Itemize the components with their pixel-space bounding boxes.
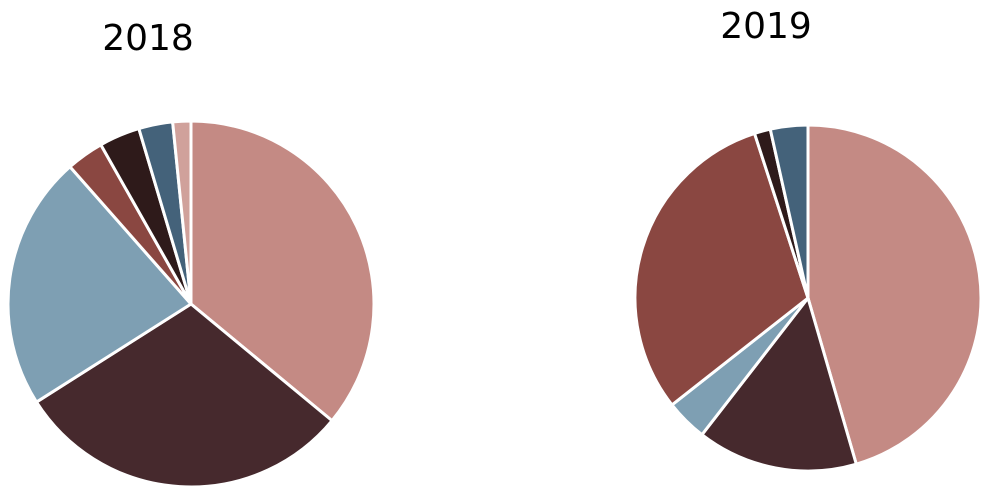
- pie-slices-2018: [6, 119, 376, 489]
- pie-slice-2018-7: [170, 119, 193, 305]
- pie-chart-2019: 2019: [633, 6, 983, 473]
- pie-chart-2018: 2018: [6, 18, 376, 489]
- pie-title-2018: 2018: [102, 18, 194, 59]
- pie-slice-2018-1: [189, 119, 376, 423]
- pie-title-2019: 2019: [720, 6, 812, 47]
- pie-slice-2019-4: [633, 131, 810, 407]
- pie-slice-2019-1: [806, 123, 983, 466]
- pie-slice-2018-2: [34, 302, 335, 489]
- pie-slices-2019: [633, 123, 983, 473]
- pie-slice-2018-3: [6, 164, 194, 405]
- pie-slice-2019-6: [768, 123, 810, 299]
- pie-slice-2019-2: [699, 294, 859, 473]
